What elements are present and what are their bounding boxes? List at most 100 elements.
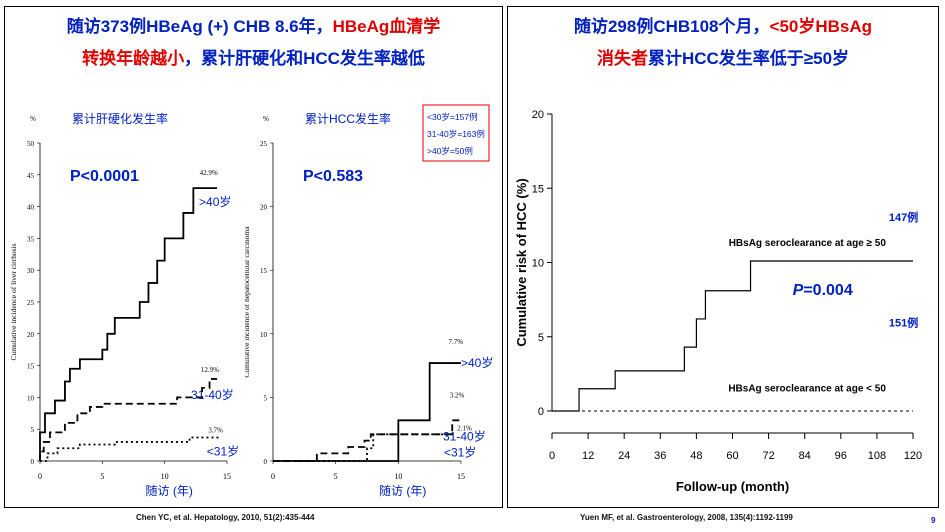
y-tick-label: 15 [260, 267, 268, 275]
x-tick-label: 72 [762, 450, 774, 462]
x-tick-label: 5 [100, 472, 104, 481]
x-tick-label: 0 [38, 472, 42, 481]
x-axis-label: Follow-up (month) [676, 479, 789, 494]
y-tick-label: 20 [532, 109, 544, 121]
right-title-part-d: 累计HCC发生率低于≥50岁 [647, 49, 850, 68]
series-label-2: <31岁 [207, 443, 239, 458]
x-tick-label: 108 [868, 450, 886, 462]
left-title-line2: 转换年龄越小，累计肝硬化和HCC发生率越低 [5, 45, 502, 73]
y-tick-label: 0 [264, 458, 268, 466]
end-value-2: 2.1% [457, 424, 472, 432]
right-title-part-b: <50岁HBsAg [769, 17, 873, 36]
left-title-part-c: 转换年龄越小 [82, 49, 185, 68]
series-label-1: 31-40岁 [191, 387, 234, 402]
legend-box [422, 104, 490, 162]
series-line-0 [273, 362, 461, 462]
y-tick-label: 30 [27, 267, 35, 275]
y-tick-label: 50 [27, 140, 35, 148]
x-tick-label: 36 [654, 450, 666, 462]
x-tick-label: 10 [394, 472, 402, 481]
left-title-part-b: HBeAg血清学 [332, 17, 441, 36]
p-value: P<0.583 [303, 168, 363, 185]
end-value-1: 3.2% [450, 391, 465, 399]
x-tick-label: 96 [835, 450, 847, 462]
end-value-0: 42.9% [200, 169, 218, 177]
series-label-0: >40岁 [199, 194, 231, 209]
series-line-0 [552, 260, 913, 412]
p-value: P<0.0001 [70, 168, 139, 185]
right-citation: Yuen MF, et al. Gastroenterology, 2008, … [580, 513, 793, 522]
legend-item: >40岁=50例 [427, 146, 473, 156]
y-unit: % [263, 115, 269, 123]
x-tick-label: 5 [334, 472, 338, 481]
series-line-2 [40, 436, 221, 462]
x-tick-label: 0 [271, 472, 275, 481]
y-tick-label: 5 [31, 426, 35, 434]
series-line-1 [273, 419, 461, 462]
p-value: P=0.004 [793, 282, 853, 299]
x-axis-label: 随访 (年) [146, 483, 193, 498]
y-tick-label: 45 [27, 172, 35, 180]
series-line-1 [39, 378, 218, 461]
right-title-part-c: 消失者 [596, 49, 648, 68]
y-tick-label: 10 [27, 394, 35, 402]
y-unit: % [30, 115, 36, 123]
y-axis-label: Cumulative risk of HCC (%) [514, 178, 529, 346]
x-tick-label: 120 [904, 450, 922, 462]
y-tick-label: 10 [532, 258, 544, 270]
y-tick-label: 15 [532, 183, 544, 195]
y-tick-label: 5 [264, 394, 268, 402]
right-title-part-a: 随访298例CHB108个月， [573, 17, 770, 36]
x-tick-label: 48 [690, 450, 702, 462]
chart-hcc-risk: 0 5 10 15 20 0 12 24 36 48 60 72 84 96 108 120 Cumulativ… [514, 109, 922, 494]
y-tick-label: 20 [27, 331, 35, 339]
left-citation: Chen YC, et al. Hepatology, 2010, 51(2):… [136, 513, 315, 522]
y-axis-label: Cumulative incidence of liver cirrhosis [9, 243, 18, 360]
x-tick-label: 10 [161, 472, 169, 481]
p-letter: P [793, 282, 804, 299]
y-tick-label: 0 [538, 406, 544, 418]
legend-item: <30岁=157例 [427, 112, 478, 122]
chart-title: 累计HCC发生率 [305, 111, 391, 126]
chart-hcc-incidence: 0 5 10 15 20 25 0 5 10 15% 累计HCC发生率 P<0.583 Cumulati… [245, 104, 493, 498]
series-line-0 [39, 187, 218, 461]
y-tick-label: 10 [260, 331, 268, 339]
y-tick-label: 40 [27, 204, 35, 212]
y-tick-label: 0 [31, 458, 35, 466]
page-number: 9 [931, 516, 936, 525]
y-tick-label: 20 [260, 204, 268, 212]
x-tick-label: 15 [223, 472, 231, 481]
x-tick-label: 60 [726, 450, 738, 462]
right-title-line1: 随访298例CHB108个月，<50岁HBsAg [508, 13, 938, 41]
series-label-1: HBsAg seroclearance at age < 50 [728, 384, 886, 395]
y-tick-label: 15 [27, 363, 35, 371]
p-rest: =0.004 [803, 282, 852, 299]
x-tick-label: 84 [799, 450, 811, 462]
series-line-2 [273, 433, 456, 462]
x-tick-label: 0 [549, 450, 555, 462]
right-title-line2: 消失者累计HCC发生率低于≥50岁 [508, 45, 938, 73]
series-count-0: 147例 [889, 210, 918, 224]
series-label-1: 31-40岁 [443, 428, 486, 443]
y-tick-label: 25 [260, 140, 268, 148]
series-count-1: 151例 [889, 315, 918, 329]
x-tick-label: 12 [582, 450, 594, 462]
series-label-0: >40岁 [461, 355, 493, 370]
right-panel: 随访298例CHB108个月，<50岁HBsAg 消失者累计HCC发生率低于≥5… [507, 6, 939, 508]
end-value-1: 12.9% [201, 366, 219, 374]
series-label-2: <31岁 [444, 444, 476, 459]
y-tick-label: 5 [538, 332, 544, 344]
y-axis-label: Cumulative incidence of hepatocellular c… [245, 226, 251, 378]
left-panel: 随访373例HBeAg (+) CHB 8.6年，HBeAg血清学 转换年龄越小… [4, 6, 503, 508]
chart-title: 累计肝硬化发生率 [72, 111, 168, 126]
legend-item: 31-40岁=163例 [427, 129, 485, 139]
end-value-2: 3.7% [208, 426, 223, 434]
series-label-0: HBsAg seroclearance at age ≥ 50 [729, 238, 887, 249]
left-title-part-a: 随访373例HBeAg (+) CHB 8.6年， [66, 17, 333, 36]
y-tick-label: 25 [27, 299, 35, 307]
x-tick-label: 15 [457, 472, 465, 481]
chart-liver-cirrhosis: 0 5 10 15 20 25 30 35 40 45 50 0 5 10 15% 累计肝硬化发生率 P<0.0… [9, 111, 239, 498]
x-axis-label: 随访 (年) [379, 483, 426, 498]
end-value-0: 7.7% [448, 338, 463, 346]
left-title-line1: 随访373例HBeAg (+) CHB 8.6年，HBeAg血清学 [5, 13, 502, 41]
